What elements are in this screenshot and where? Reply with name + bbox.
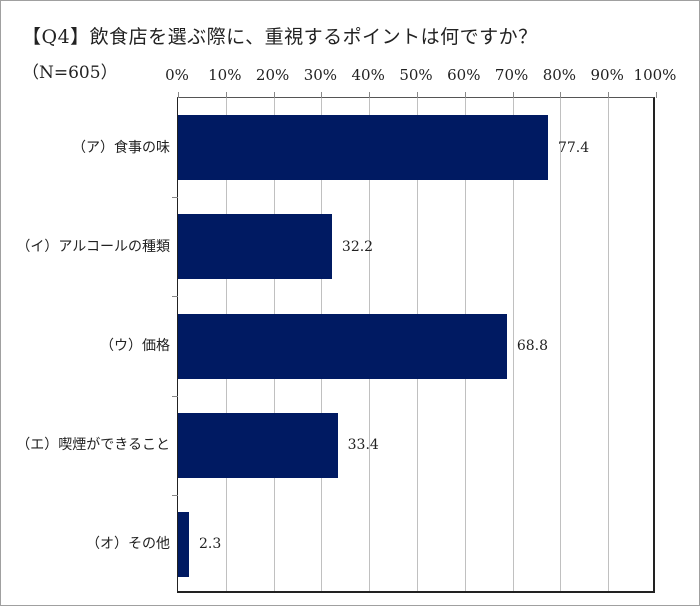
plot-area: 77.4 32.2 68.8 33.4 2.3: [172, 92, 657, 593]
bar: [178, 214, 332, 280]
y-tick-mark: [172, 494, 178, 496]
chart-title: 【Q4】飲食店を選ぶ際に、重視するポイントは何ですか？: [22, 26, 538, 48]
y-tick-mark: [172, 395, 178, 397]
bar: [178, 313, 507, 379]
x-tick-label: 90%: [590, 66, 624, 84]
category-label: （ア）食事の味: [72, 139, 170, 156]
value-label: 32.2: [341, 238, 374, 255]
x-tick-mark: [178, 92, 179, 98]
category-label: （エ）喫煙ができること: [16, 437, 170, 454]
x-tick-label: 0%: [165, 66, 189, 84]
category-label: （オ）その他: [86, 536, 170, 553]
x-tick-label: 30%: [303, 66, 338, 84]
y-tick-mark: [172, 197, 178, 199]
x-tick-label: 60%: [447, 66, 481, 84]
bar: [178, 115, 548, 181]
x-tick-mark: [225, 92, 227, 98]
x-tick-mark: [369, 92, 371, 98]
sample-size: （N=605）: [22, 63, 118, 83]
x-tick-label: 20%: [255, 66, 290, 84]
value-label: 68.8: [516, 338, 549, 354]
gridline: [512, 98, 514, 591]
value-label: 33.4: [347, 437, 379, 454]
x-tick-mark: [464, 92, 466, 98]
x-tick-mark: [512, 92, 514, 98]
category-label: （ウ）価格: [100, 338, 170, 354]
value-label: 2.3: [198, 536, 222, 553]
bar: [178, 511, 189, 577]
bar: [178, 412, 338, 478]
x-tick-mark: [321, 92, 323, 98]
category-label: （イ）アルコールの種類: [16, 238, 170, 255]
x-tick-label: 10%: [208, 66, 242, 84]
x-tick-label: 100%: [633, 66, 677, 84]
x-tick-label: 80%: [542, 66, 577, 84]
value-label: 77.4: [557, 139, 590, 156]
x-tick-label: 50%: [399, 66, 433, 84]
gridline: [608, 98, 610, 591]
gridline: [560, 98, 562, 591]
x-tick-mark: [608, 92, 610, 98]
x-tick-mark: [417, 92, 418, 98]
x-tick-label: 70%: [494, 66, 529, 84]
y-tick-mark: [172, 296, 178, 298]
x-tick-mark: [560, 92, 562, 98]
x-tick-label: 40%: [351, 66, 385, 84]
x-tick-mark: [273, 92, 275, 98]
x-tick-mark: [656, 92, 657, 98]
